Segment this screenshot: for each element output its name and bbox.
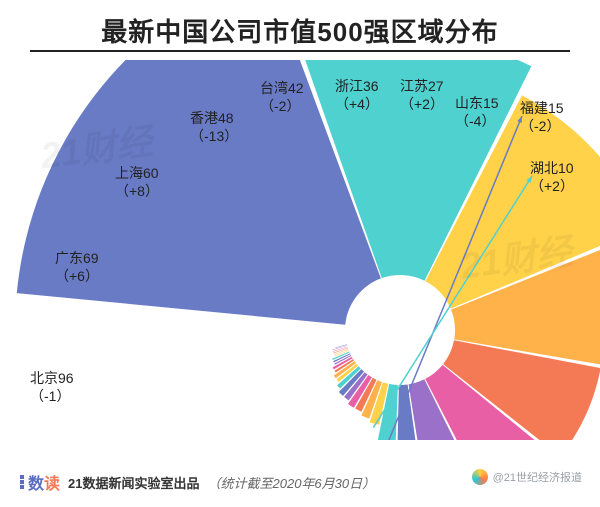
logo-text: 数读 <box>28 470 60 494</box>
title-underline <box>30 50 570 52</box>
slice-label: 福建15（-2） <box>520 100 564 135</box>
slice-label: 香港48（-13） <box>190 110 238 145</box>
source-text: 21数据新闻实验室出品 <box>68 473 199 492</box>
note-text: （统计截至2020年6月30日） <box>208 473 376 492</box>
source-logo: 数读 <box>20 470 60 494</box>
slice-label: 台湾42（-2） <box>260 80 304 115</box>
slice-label: 北京96（-1） <box>30 370 74 405</box>
slice-label: 山东15（-4） <box>455 95 499 130</box>
slice-label: 江苏27（+2） <box>400 78 444 113</box>
footer: 数读 21数据新闻实验室出品 （统计截至2020年6月30日） @21世纪经济报… <box>0 467 600 497</box>
page-title: 最新中国公司市值500强区域分布 <box>0 12 600 49</box>
credit-text: @21世纪经济报道 <box>493 469 582 485</box>
slice-label: 浙江36（+4） <box>335 78 379 113</box>
credit-icon <box>472 469 488 485</box>
title-text: 最新中国公司市值500强区域分布 <box>101 17 498 47</box>
logo-dots-icon <box>20 475 26 489</box>
credit: @21世纪经济报道 <box>472 469 582 485</box>
slice-label: 湖北10（+2） <box>530 160 574 195</box>
slice-label: 广东69（+6） <box>55 250 99 285</box>
slice-label: 上海60（+8） <box>115 165 159 200</box>
